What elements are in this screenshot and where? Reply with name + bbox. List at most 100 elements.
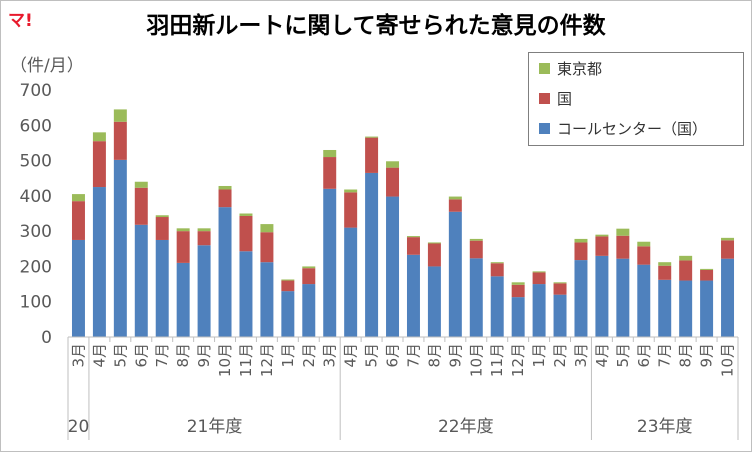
x-tick-label: 9月 — [195, 343, 213, 368]
bar-segment-call-center — [323, 188, 337, 337]
bar-segment-tokyo — [92, 132, 106, 142]
bar-segment-call-center — [281, 291, 295, 337]
bar-segment-tokyo — [469, 238, 483, 241]
x-tick-label: 2月 — [300, 343, 318, 368]
x-tick-label: 8月 — [425, 343, 443, 368]
x-tick-label: 11月 — [237, 343, 255, 377]
year-group-label: 23年度 — [637, 417, 693, 437]
bar-segment-national — [344, 192, 358, 228]
bar-segment-national — [553, 283, 567, 295]
bar-segment-national — [302, 268, 316, 285]
x-tick-label: 7月 — [153, 343, 171, 368]
bar-segment-national — [260, 232, 274, 263]
bar-segment-call-center — [406, 254, 420, 337]
x-tick-label: 10月 — [467, 343, 485, 377]
x-tick-label: 4月 — [342, 343, 360, 368]
bar-segment-national — [511, 284, 525, 298]
y-tick-label: 100 — [20, 293, 52, 313]
bar-segment-national — [197, 231, 211, 246]
bar-segment-national — [574, 242, 588, 261]
x-tick-label: 6月 — [384, 343, 402, 368]
bar-segment-call-center — [574, 260, 588, 337]
bar-segment-tokyo — [218, 185, 232, 190]
legend-swatch-national — [539, 92, 550, 104]
bar-segment-call-center — [658, 279, 672, 337]
y-tick-label: 200 — [20, 257, 52, 277]
bar-segment-call-center — [448, 211, 462, 337]
bar-segment-tokyo — [113, 109, 127, 122]
bar-segment-national — [239, 215, 253, 252]
bar-segment-tokyo — [595, 234, 609, 237]
bar-segment-tokyo — [574, 238, 588, 243]
bar-segment-tokyo — [616, 228, 630, 236]
bar-segment-tokyo — [553, 282, 567, 284]
bar-segment-national — [616, 235, 630, 259]
bar-segment-tokyo — [239, 213, 253, 216]
bar-segment-call-center — [679, 280, 693, 337]
x-tick-label: 1月 — [279, 343, 297, 368]
bar-segment-tokyo — [427, 242, 441, 244]
bar-segment-tokyo — [71, 194, 85, 202]
bar-segment-call-center — [155, 239, 169, 337]
year-group-label: 22年度 — [438, 417, 494, 437]
bar-segment-national — [448, 199, 462, 212]
bar-segment-national — [490, 263, 504, 277]
year-group-label: 20 — [68, 417, 90, 437]
bar-segment-tokyo — [386, 161, 400, 168]
bar-segment-call-center — [386, 196, 400, 337]
bar-segment-national — [134, 187, 148, 225]
x-tick-label: 8月 — [677, 343, 695, 368]
x-tick-label: 8月 — [174, 343, 192, 368]
bar-segment-national — [92, 141, 106, 188]
y-tick-label: 500 — [20, 152, 52, 172]
bar-segment-call-center — [365, 172, 379, 337]
bar-segment-tokyo — [721, 237, 735, 241]
x-tick-label: 7月 — [404, 343, 422, 368]
bar-segment-national — [176, 231, 190, 263]
y-axis-label: （件/月） — [10, 56, 84, 76]
bar-segment-national — [679, 260, 693, 281]
bar-segment-call-center — [427, 266, 441, 337]
bar-segment-national — [71, 201, 85, 240]
bar-segment-call-center — [469, 258, 483, 337]
x-tick-label: 5月 — [614, 343, 632, 368]
bar-segment-national — [427, 243, 441, 267]
y-tick-label: 0 — [41, 328, 52, 348]
bar-segment-call-center — [553, 294, 567, 337]
x-tick-label: 4月 — [90, 343, 108, 368]
bar-segment-tokyo — [679, 255, 693, 261]
bar-segment-call-center — [92, 187, 106, 337]
bar-segment-tokyo — [511, 282, 525, 285]
x-tick-label: 1月 — [530, 343, 548, 368]
x-tick-label: 7月 — [656, 343, 674, 368]
bar-segment-national — [721, 240, 735, 259]
bar-segment-national — [469, 240, 483, 259]
bar-segment-call-center — [721, 258, 735, 337]
bar-segment-tokyo — [637, 241, 651, 247]
bar-segment-call-center — [113, 159, 127, 337]
legend-label-call-center: コールセンター（国） — [557, 119, 708, 138]
bar-segment-national — [281, 280, 295, 292]
bar-segment-call-center — [197, 245, 211, 337]
bar-segment-national — [700, 269, 714, 281]
bar-segment-national — [323, 157, 337, 189]
legend-label-national: 国 — [557, 89, 573, 108]
bar-segment-call-center — [532, 284, 546, 337]
chart-legend: 東京都 国 コールセンター（国） — [528, 52, 744, 146]
legend-swatch-call-center — [539, 122, 550, 134]
bar-segment-tokyo — [658, 262, 672, 266]
x-tick-label: 5月 — [363, 343, 381, 368]
bar-segment-call-center — [302, 284, 316, 337]
bar-segment-call-center — [595, 255, 609, 337]
bar-segment-national — [406, 237, 420, 255]
bar-segment-national — [155, 217, 169, 240]
bar-segment-call-center — [239, 251, 253, 337]
bar-segment-call-center — [218, 207, 232, 337]
bar-segment-tokyo — [134, 181, 148, 188]
x-tick-label: 6月 — [132, 343, 150, 368]
x-tick-label: 4月 — [593, 343, 611, 368]
bar-segment-national — [218, 189, 232, 208]
bar-segment-call-center — [344, 227, 358, 337]
x-tick-label: 10月 — [216, 343, 234, 377]
bar-segment-national — [658, 265, 672, 280]
